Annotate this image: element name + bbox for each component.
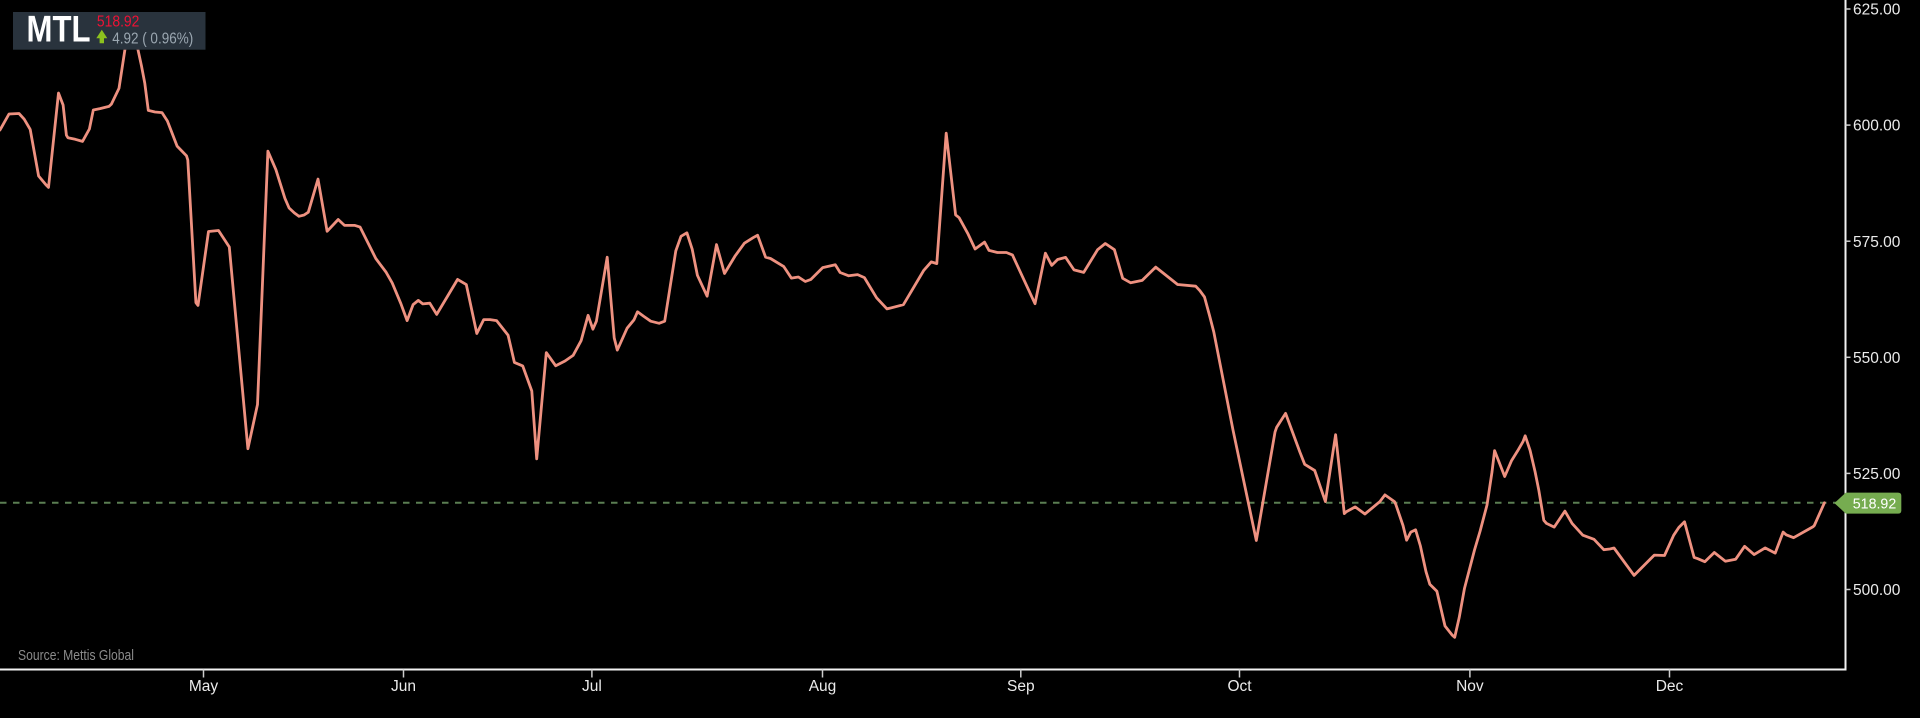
- svg-text:575.00: 575.00: [1853, 234, 1901, 251]
- svg-text:Aug: Aug: [809, 678, 837, 695]
- svg-text:600.00: 600.00: [1853, 118, 1901, 135]
- svg-text:Oct: Oct: [1227, 678, 1252, 695]
- svg-text:518.92: 518.92: [97, 14, 140, 31]
- svg-text:625.00: 625.00: [1853, 2, 1901, 19]
- svg-text:4.92 ( 0.96%): 4.92 ( 0.96%): [112, 30, 193, 47]
- svg-text:Jun: Jun: [391, 678, 416, 695]
- svg-text:500.00: 500.00: [1853, 582, 1901, 599]
- svg-text:Nov: Nov: [1456, 678, 1484, 695]
- svg-text:Dec: Dec: [1656, 678, 1684, 695]
- svg-text:518.92: 518.92: [1853, 496, 1897, 513]
- svg-text:Jul: Jul: [582, 678, 602, 695]
- svg-text:Sep: Sep: [1007, 678, 1035, 695]
- svg-text:550.00: 550.00: [1853, 350, 1901, 367]
- svg-text:May: May: [189, 678, 219, 695]
- svg-text:Source: Mettis Global: Source: Mettis Global: [18, 647, 134, 664]
- svg-text:MTL: MTL: [27, 9, 91, 50]
- svg-text:525.00: 525.00: [1853, 466, 1901, 483]
